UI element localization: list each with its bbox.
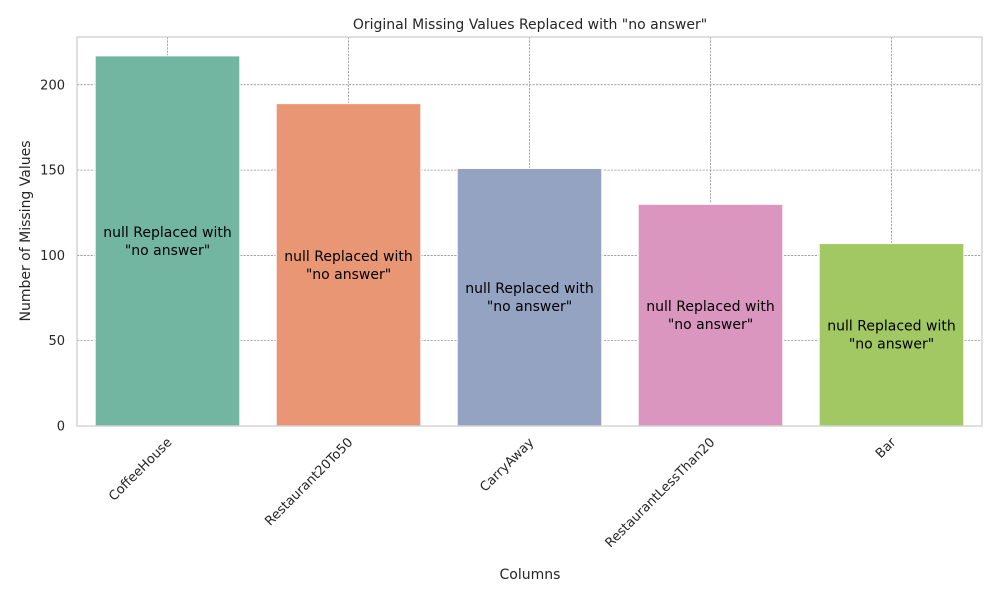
plot-frame xyxy=(76,36,983,427)
x-tick-label: CarryAway xyxy=(477,435,537,495)
y-axis-label: Number of Missing Values xyxy=(18,140,34,321)
bar-restaurant20to50 xyxy=(275,102,422,427)
y-tick-label: 50 xyxy=(48,334,65,349)
y-tick-label: 200 xyxy=(40,78,65,93)
x-tick-label: CoffeeHouse xyxy=(106,435,175,504)
x-tick-labels: CoffeeHouse Restaurant20To50 CarryAway Rest… xyxy=(106,435,900,551)
bar-bar xyxy=(818,242,965,427)
bar-restaurantlessthan20 xyxy=(637,203,784,427)
y-tick-label: 100 xyxy=(40,249,65,264)
bar-annotations: null Replaced with "no answer" null Replac… xyxy=(103,225,955,353)
y-tick-label: 150 xyxy=(40,164,65,179)
bars xyxy=(94,55,965,427)
x-tick-label: Restaurant20To50 xyxy=(262,435,356,529)
y-tick-label: 0 xyxy=(57,420,65,435)
bar-annotation: null Replaced with "no answer" xyxy=(284,249,412,283)
chart-title: Original Missing Values Replaced with "n… xyxy=(353,17,707,33)
bar-annotation: null Replaced with "no answer" xyxy=(827,319,955,353)
y-tick-labels: 0 50 100 150 200 xyxy=(40,78,65,434)
x-tick-label: Bar xyxy=(873,435,900,462)
bar-annotation: null Replaced with "no answer" xyxy=(646,299,774,333)
bar-annotation: null Replaced with "no answer" xyxy=(103,225,231,259)
x-tick-label: RestaurantLessThan20 xyxy=(603,435,719,551)
x-axis-label: Columns xyxy=(500,567,561,583)
bar-carryaway xyxy=(456,167,603,427)
bar-annotation: null Replaced with "no answer" xyxy=(465,281,593,315)
